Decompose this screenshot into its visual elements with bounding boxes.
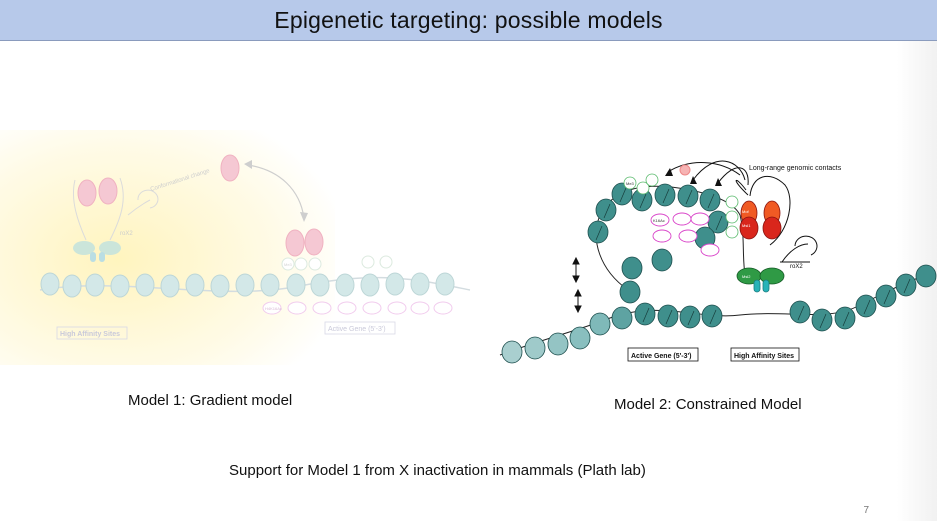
model2-red-dot xyxy=(679,164,691,176)
model1-caption: Model 1: Gradient model xyxy=(128,392,293,409)
model1-nucleosome-row xyxy=(40,272,455,298)
model1-msl-complex-top xyxy=(220,154,240,182)
page-number: 7 xyxy=(863,505,869,516)
model2-active-gene-label: Active Gene (5'-3') xyxy=(631,353,692,360)
model2-msl2-label: Msl2 xyxy=(742,274,751,279)
model2-caption: Model 2: Constrained Model xyxy=(614,396,802,413)
model1-me3-marks xyxy=(281,255,393,271)
slide-title: Epigenetic targeting: possible models xyxy=(274,6,663,33)
model1-h4k16ac-marks xyxy=(262,301,453,315)
model2-diagram: Long-range genomic contacts Me3 K16Ac Mo… xyxy=(499,160,937,364)
model1-rox-loop xyxy=(127,199,151,216)
model2-k16ac-marks xyxy=(650,212,720,257)
model2-rox-rna xyxy=(749,175,791,246)
model1-high-affinity-label: High Affinity Sites xyxy=(60,331,120,338)
model1-me3-label: Me3 xyxy=(284,262,293,267)
model2-rox2-label: roX2 xyxy=(790,264,803,270)
support-text: Support for Model 1 from X inactivation … xyxy=(229,462,646,479)
model1-faded-background xyxy=(0,130,335,365)
model1-h4k16ac-label: H4K16Ac xyxy=(265,306,282,311)
model2-rox2-loop xyxy=(794,235,818,256)
model2-distance-arrow-upper xyxy=(572,256,580,284)
title-bar: Epigenetic targeting: possible models xyxy=(0,0,937,41)
model2-me3-marks xyxy=(623,173,739,239)
model2-long-range-arrowheads xyxy=(665,168,722,186)
model1-active-gene-label: Active Gene (5'-3') xyxy=(328,326,386,333)
model2-long-range-label: Long-range genomic contacts xyxy=(749,165,842,172)
model2-nucleosome-fiber-upper xyxy=(587,182,729,304)
model2-distance-arrow-lower xyxy=(574,288,582,314)
model2-msl2-proteins xyxy=(736,267,785,293)
model1-rox2-label: roX2 xyxy=(120,231,133,237)
model1-msl-complex-left xyxy=(77,177,118,207)
model1-active-gene-box xyxy=(324,321,396,335)
model2-mof-proteins xyxy=(739,200,782,240)
model2-nucleosome-hatching xyxy=(595,187,911,329)
model2-high-affinity-box xyxy=(730,347,800,362)
model1-diagram: Conformational change roX2 Me3 H4K16Ac H… xyxy=(0,130,471,365)
model2-k16ac-label: K16Ac xyxy=(653,218,665,223)
model2-mof-label: Mof xyxy=(742,209,750,214)
model1-conformational-arrow xyxy=(247,164,305,219)
model2-active-gene-box xyxy=(627,347,699,362)
model1-high-affinity-box xyxy=(56,326,128,340)
model2-msl1-label: Msl1 xyxy=(742,223,751,228)
model2-high-affinity-label: High Affinity Sites xyxy=(734,353,794,360)
model2-me3-label: Me3 xyxy=(626,181,635,186)
model2-nucleosome-fiber-lower xyxy=(501,264,937,364)
model1-msl2-blobs xyxy=(73,241,121,262)
model2-long-range-arrows xyxy=(667,160,749,196)
model1-msl-complex-right xyxy=(285,228,324,257)
